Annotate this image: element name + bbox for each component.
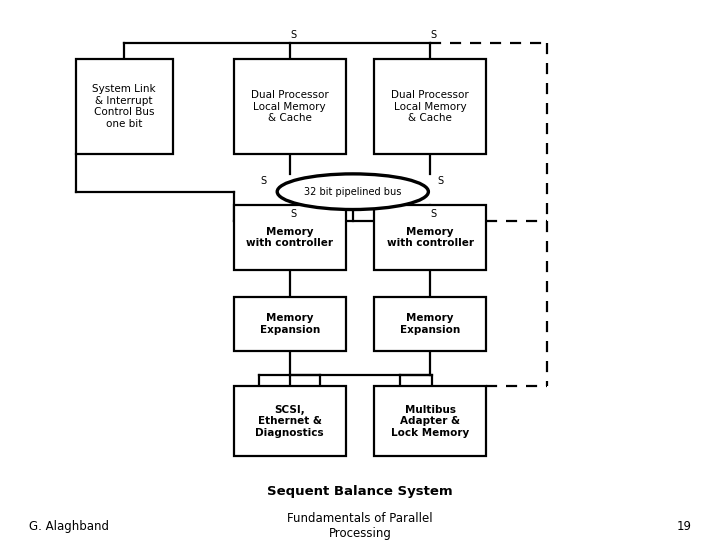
Text: S: S bbox=[260, 176, 266, 186]
Text: S: S bbox=[431, 30, 437, 40]
Text: S: S bbox=[437, 176, 444, 186]
Text: Memory
with controller: Memory with controller bbox=[246, 227, 333, 248]
Text: Memory
with controller: Memory with controller bbox=[387, 227, 474, 248]
Bar bbox=[374, 59, 486, 154]
Bar bbox=[374, 297, 486, 351]
Text: S: S bbox=[290, 208, 297, 219]
Bar bbox=[374, 386, 486, 456]
Text: S: S bbox=[290, 30, 297, 40]
Bar bbox=[76, 59, 173, 154]
Text: Dual Processor
Local Memory
& Cache: Dual Processor Local Memory & Cache bbox=[251, 90, 328, 123]
Text: Memory
Expansion: Memory Expansion bbox=[400, 313, 460, 335]
Text: Multibus
Adapter &
Lock Memory: Multibus Adapter & Lock Memory bbox=[391, 404, 469, 438]
Text: System Link
& Interrupt
Control Bus
one bit: System Link & Interrupt Control Bus one … bbox=[92, 84, 156, 129]
Text: Dual Processor
Local Memory
& Cache: Dual Processor Local Memory & Cache bbox=[392, 90, 469, 123]
Text: 32 bit pipelined bus: 32 bit pipelined bus bbox=[304, 187, 402, 197]
Bar bbox=[374, 205, 486, 270]
Text: Fundamentals of Parallel
Processing: Fundamentals of Parallel Processing bbox=[287, 512, 433, 540]
Text: Sequent Balance System: Sequent Balance System bbox=[267, 485, 453, 498]
Bar bbox=[234, 386, 346, 456]
Text: Memory
Expansion: Memory Expansion bbox=[260, 313, 320, 335]
Text: G. Alaghband: G. Alaghband bbox=[29, 520, 109, 533]
Bar bbox=[234, 59, 346, 154]
Text: S: S bbox=[431, 208, 437, 219]
Bar bbox=[234, 205, 346, 270]
Text: 19: 19 bbox=[676, 520, 691, 533]
Ellipse shape bbox=[277, 174, 428, 210]
Text: SCSI,
Ethernet &
Diagnostics: SCSI, Ethernet & Diagnostics bbox=[256, 404, 324, 438]
Bar bbox=[234, 297, 346, 351]
